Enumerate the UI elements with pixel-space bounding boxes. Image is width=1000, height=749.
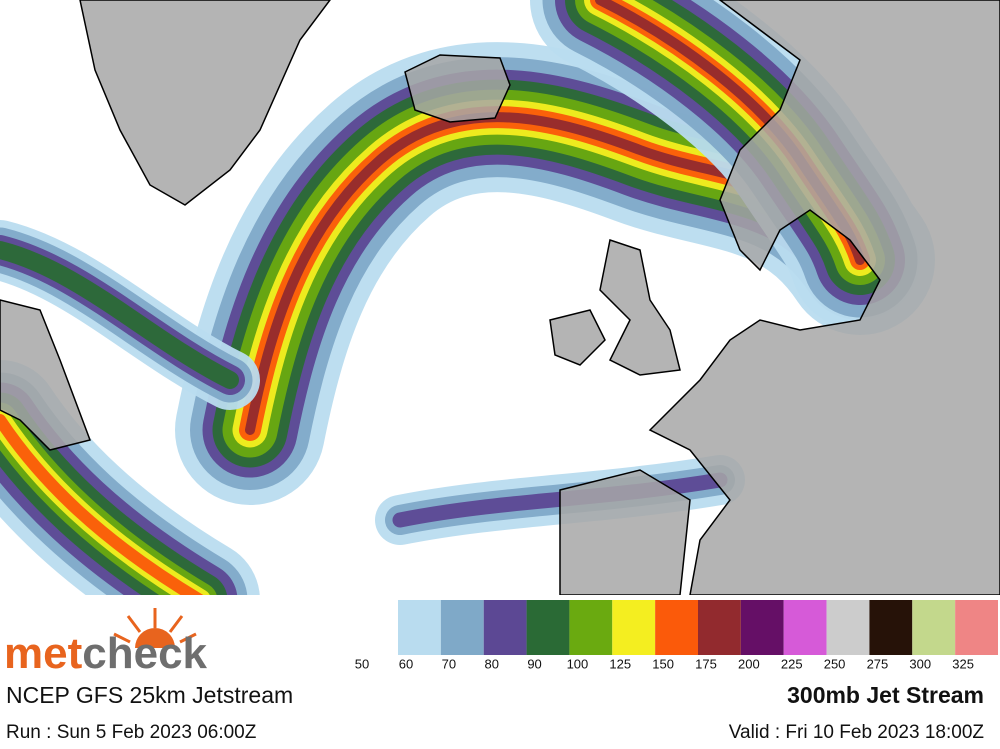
- sun-rays: [113, 608, 197, 644]
- legend-label: 70: [442, 656, 456, 671]
- legend-label: 175: [695, 656, 717, 671]
- sun: [135, 628, 175, 648]
- legend-label: 90: [527, 656, 541, 671]
- legend-swatch: [783, 600, 827, 655]
- legend-swatch: [612, 600, 656, 655]
- legend-label: 225: [781, 656, 803, 671]
- jet-band: [0, 241, 239, 389]
- legend-label: 150: [652, 656, 674, 671]
- legend-label: 50: [355, 656, 369, 671]
- brand-text: metcheck: [4, 629, 208, 678]
- legend-label: 100: [567, 656, 589, 671]
- legend-label: 325: [952, 656, 974, 671]
- jet-band: [0, 414, 206, 606]
- legend-label: 200: [738, 656, 760, 671]
- legend-swatch: [740, 600, 784, 655]
- run-time: Run : Sun 5 Feb 2023 06:00Z: [6, 722, 257, 743]
- valid-time: Valid : Fri 10 Feb 2023 18:00Z: [729, 722, 985, 743]
- legend-swatch: [440, 600, 484, 655]
- legend-swatch: [569, 600, 613, 655]
- legend-label: 250: [824, 656, 846, 671]
- legend-swatch: [912, 600, 956, 655]
- legend-swatch: [483, 600, 527, 655]
- jet-band: [392, 472, 728, 528]
- legend-swatch: [398, 600, 441, 655]
- logo: metcheck: [4, 608, 208, 678]
- legend-label: 275: [867, 656, 889, 671]
- legend-label: 125: [609, 656, 631, 671]
- legend-label: 300: [909, 656, 931, 671]
- model-name: NCEP GFS 25km Jetstream: [6, 682, 293, 708]
- brand-met: met: [4, 629, 83, 678]
- legend-swatch: [826, 600, 870, 655]
- legend-swatch: [526, 600, 570, 655]
- land: [0, 0, 1000, 596]
- legend-label: 60: [399, 656, 413, 671]
- legend: 50 60 70 80 90 100 125 150 175 200 225 250 275 300 325: [355, 600, 998, 671]
- legend-label: 80: [484, 656, 498, 671]
- legend-swatch: [698, 600, 741, 655]
- legend-swatch: [955, 600, 998, 655]
- legend-swatch: [869, 600, 913, 655]
- legend-swatch: [655, 600, 698, 655]
- brand-check: check: [82, 629, 207, 678]
- product-name: 300mb Jet Stream: [787, 682, 984, 708]
